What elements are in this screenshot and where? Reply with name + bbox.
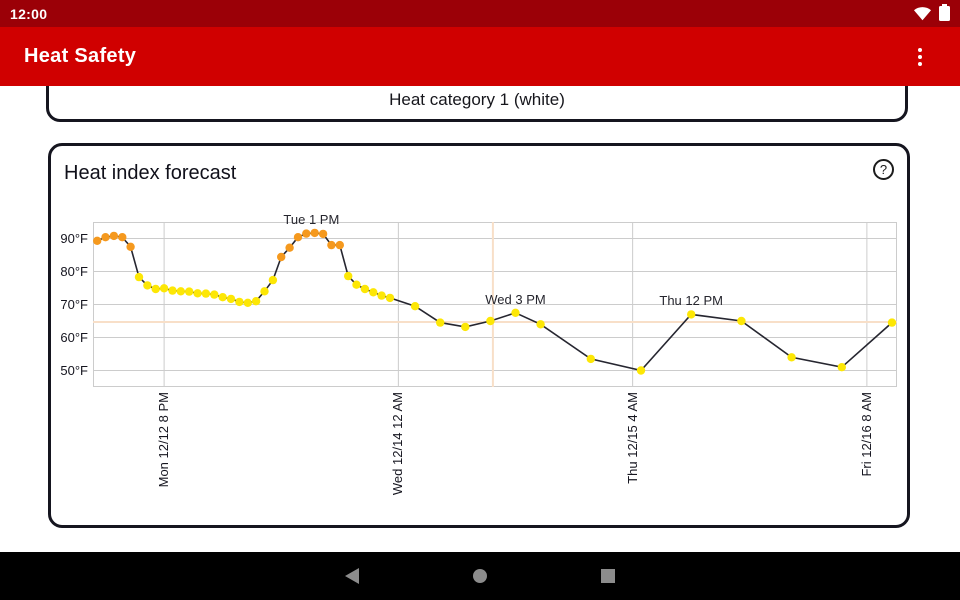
heat-index-chart — [93, 222, 897, 387]
forecast-card-title: Heat index forecast — [64, 162, 237, 184]
home-button[interactable] — [456, 552, 504, 600]
question-mark-icon: ? — [879, 162, 888, 177]
home-icon — [473, 569, 487, 583]
help-button[interactable]: ? — [873, 159, 894, 180]
recents-button[interactable] — [584, 552, 632, 600]
x-axis-label: Fri 12/16 8 AM — [858, 392, 874, 477]
battery-icon — [939, 4, 950, 21]
chart-annotation: Thu 12 PM — [659, 293, 723, 309]
x-axis-label: Thu 12/15 4 AM — [624, 392, 640, 484]
app-bar: Heat Safety — [0, 27, 960, 86]
x-axis-label: Wed 12/14 12 AM — [390, 392, 406, 496]
y-axis-label: 70°F — [60, 296, 88, 312]
status-icons — [913, 4, 950, 21]
app-title: Heat Safety — [24, 45, 137, 67]
chart-annotation: Tue 1 PM — [283, 211, 340, 227]
status-time: 12:00 — [10, 5, 48, 22]
y-axis-label: 90°F — [60, 230, 88, 246]
overflow-menu-button[interactable] — [904, 37, 936, 77]
back-button[interactable] — [328, 552, 376, 600]
back-icon — [345, 568, 359, 584]
y-axis-label: 50°F — [60, 362, 88, 378]
recents-icon — [601, 569, 615, 583]
wifi-icon — [913, 7, 932, 21]
heat-category-label: Heat category 1 (white) — [389, 90, 565, 109]
nav-bar — [0, 552, 960, 600]
chart-annotation: Wed 3 PM — [485, 291, 546, 307]
three-dot-menu-icon — [918, 47, 922, 52]
y-axis-label: 60°F — [60, 329, 88, 345]
y-axis-label: 80°F — [60, 263, 88, 279]
x-axis-label: Mon 12/12 8 PM — [156, 392, 172, 488]
status-bar: 12:00 — [0, 0, 960, 27]
heat-index-forecast-card[interactable] — [48, 143, 910, 528]
